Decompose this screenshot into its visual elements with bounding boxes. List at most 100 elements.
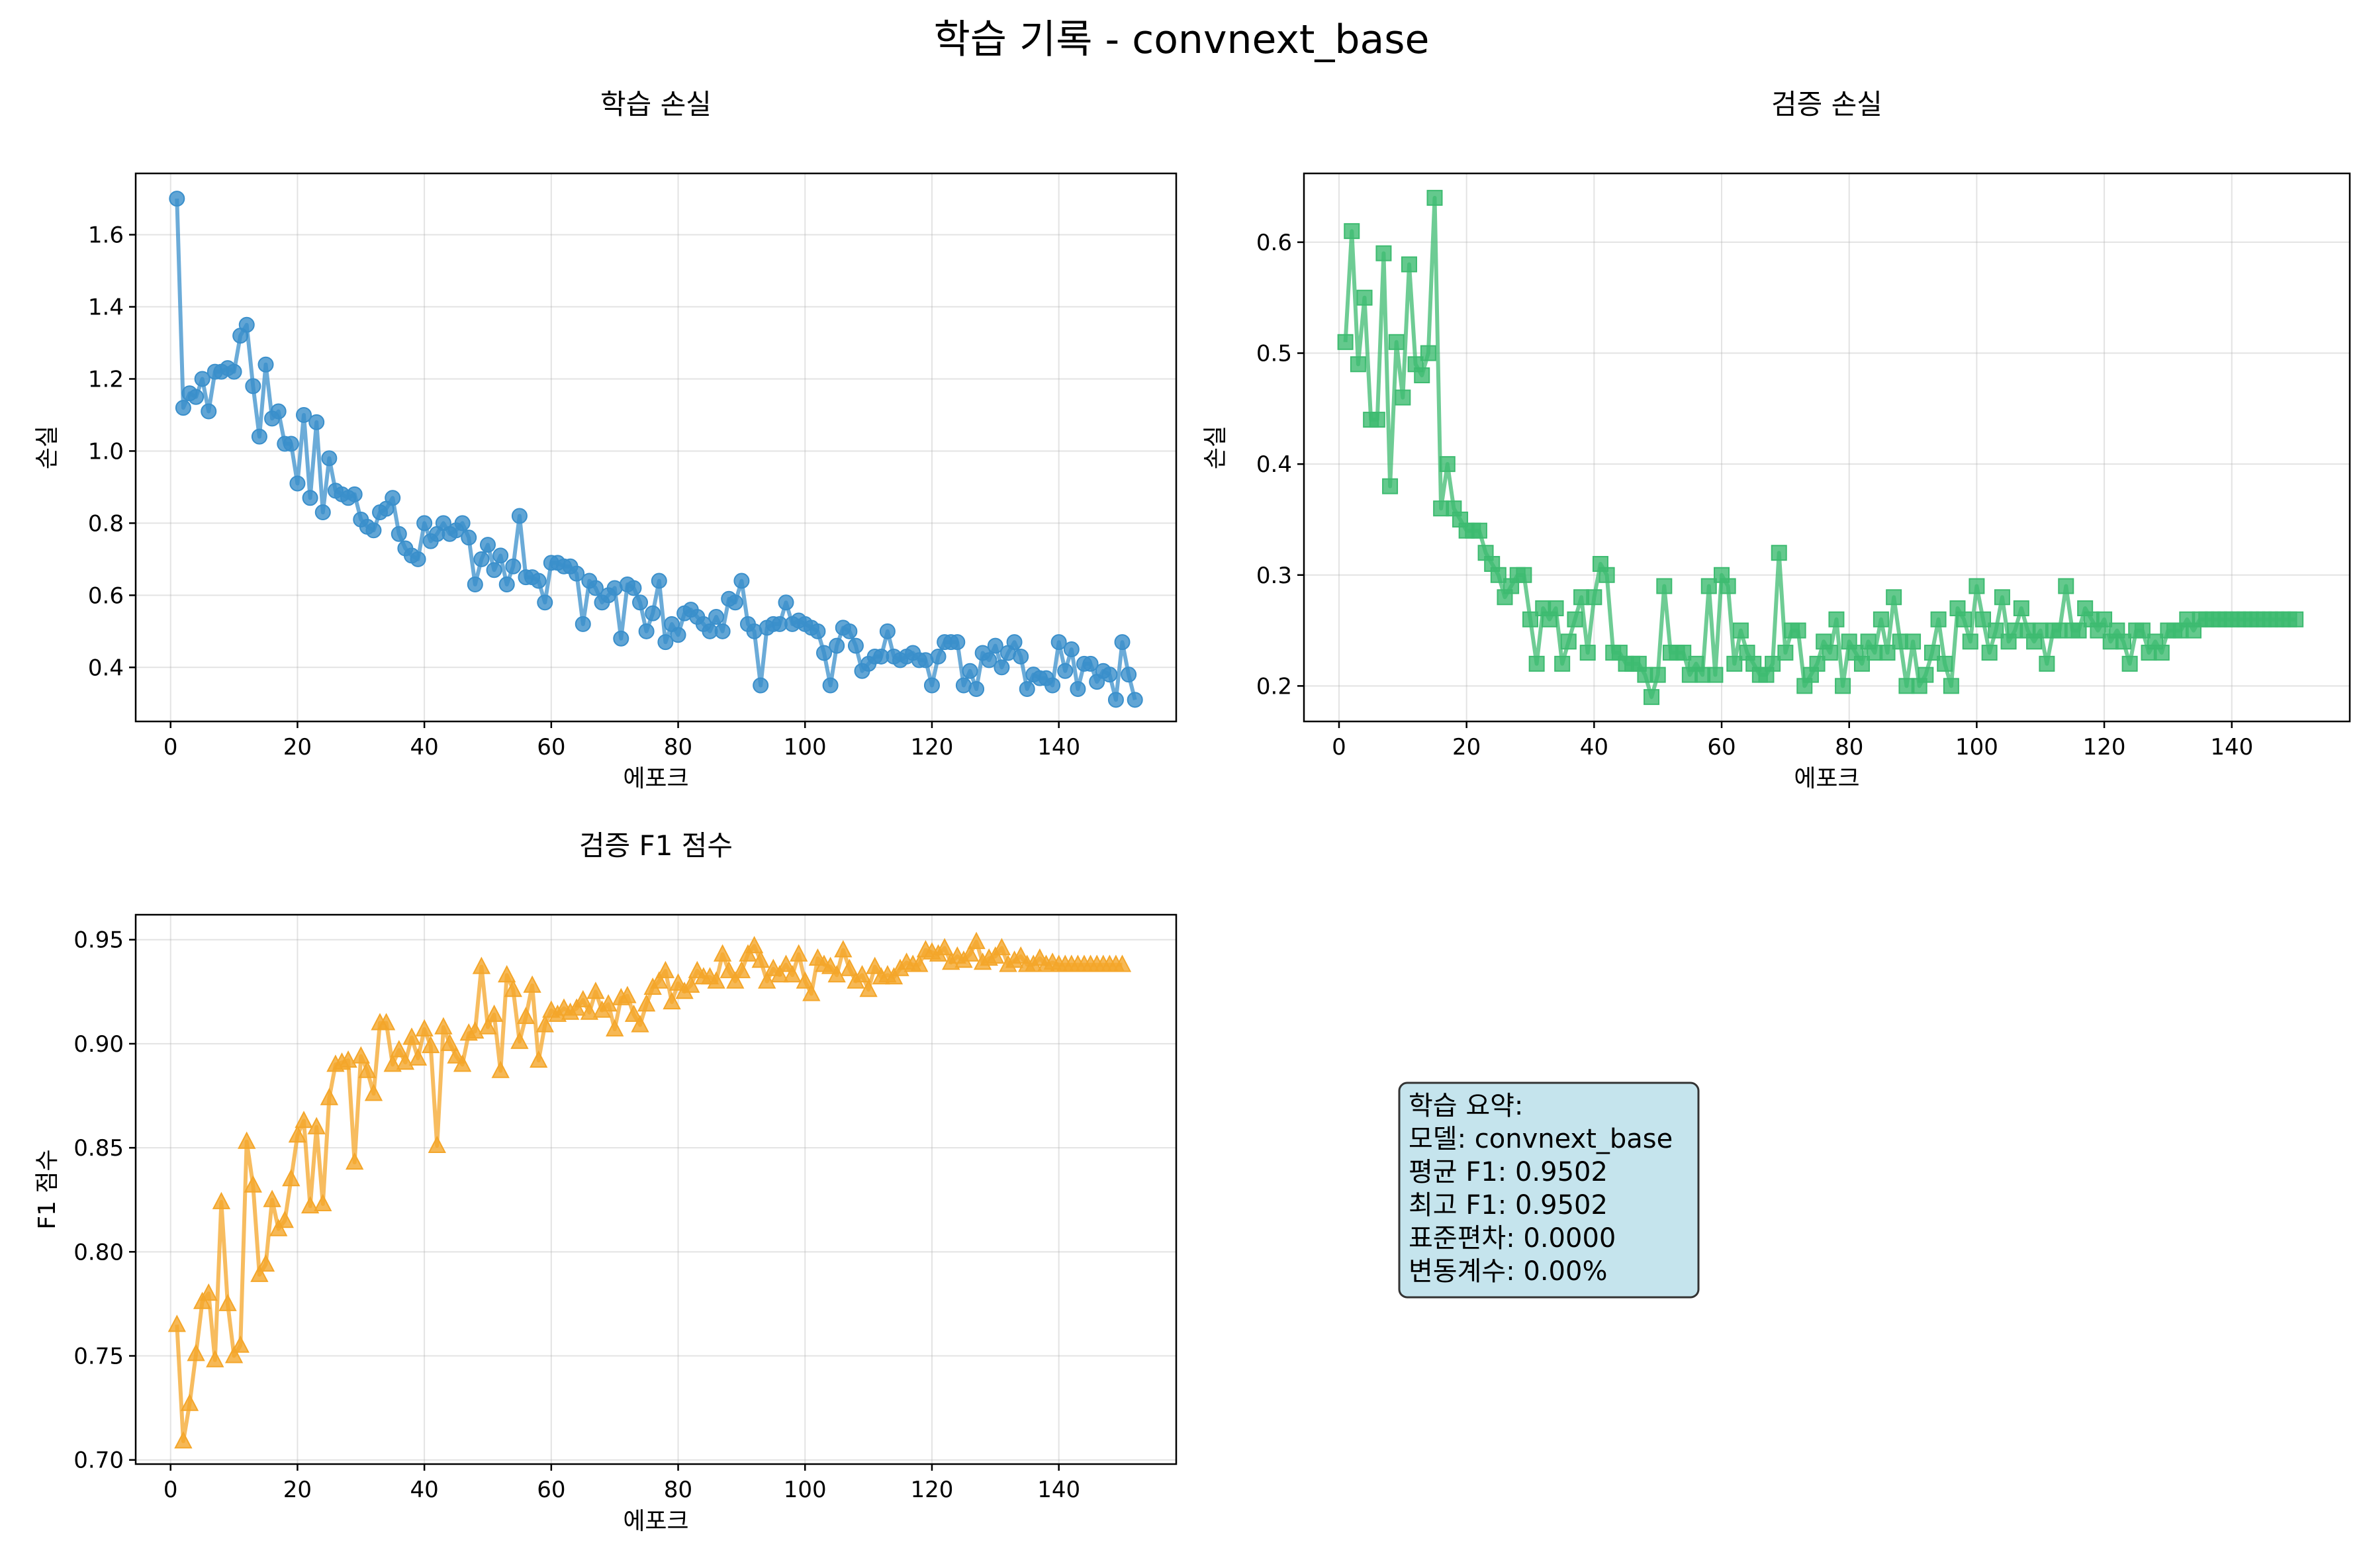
x-tick-label: 120	[911, 1477, 954, 1503]
data-point	[2115, 633, 2131, 650]
data-point	[992, 938, 1011, 956]
x-axis-label: 에포크	[623, 765, 688, 792]
data-point	[391, 526, 407, 542]
data-point	[1401, 256, 1417, 273]
data-point	[308, 414, 325, 430]
data-point	[1554, 655, 1571, 672]
summary-box: 학습 요약: 모델: convnext_base 평균 F1: 0.9502 최…	[1398, 1082, 1700, 1299]
data-point	[1114, 634, 1131, 651]
data-point	[827, 965, 846, 983]
data-point	[567, 998, 586, 1016]
data-point	[632, 594, 649, 611]
data-point	[1395, 389, 1411, 406]
data-point	[707, 971, 725, 989]
data-point	[1375, 245, 1392, 261]
x-tick-label: 80	[664, 1477, 692, 1503]
data-point	[434, 1017, 453, 1035]
data-point	[467, 576, 483, 592]
data-point	[923, 677, 940, 694]
data-point	[1777, 645, 1794, 661]
plot-frame	[134, 913, 1178, 1465]
data-point	[745, 936, 764, 954]
data-point	[776, 954, 796, 972]
data-point	[226, 363, 242, 380]
data-point	[187, 1344, 205, 1361]
data-point	[416, 515, 433, 531]
data-point	[510, 1031, 529, 1049]
data-point	[1127, 692, 1143, 708]
data-point	[238, 1131, 256, 1149]
x-tick-label: 60	[537, 734, 565, 761]
data-point	[1649, 667, 1666, 683]
data-point	[231, 1335, 250, 1353]
data-point	[626, 580, 642, 596]
data-point	[1644, 689, 1660, 706]
summary-line: 최고 F1: 0.9502	[1409, 1190, 1608, 1221]
data-point	[1050, 634, 1067, 651]
data-point	[1943, 678, 1959, 694]
data-point	[637, 994, 656, 1012]
x-tick-label: 140	[1037, 1477, 1080, 1503]
data-point	[2058, 578, 2074, 594]
data-point	[1828, 611, 1845, 627]
data-point	[1426, 189, 1443, 206]
data-point	[753, 677, 769, 694]
data-point	[2070, 622, 2087, 639]
data-point	[440, 1033, 459, 1051]
data-point	[201, 403, 217, 420]
data-point	[733, 573, 750, 589]
data-point	[428, 1135, 446, 1153]
data-point	[351, 1046, 370, 1064]
data-point	[1382, 478, 1399, 494]
data-point	[1337, 334, 1354, 350]
plot-frame	[134, 172, 1178, 723]
data-point	[1567, 611, 1583, 627]
data-point	[1070, 680, 1086, 697]
data-point	[1548, 600, 1564, 617]
data-point	[606, 1019, 624, 1037]
data-point	[346, 1152, 364, 1170]
data-point	[1006, 634, 1023, 651]
x-tick-label: 80	[1835, 734, 1863, 761]
data-point	[663, 992, 681, 1009]
data-point	[669, 973, 688, 991]
data-point	[821, 956, 840, 974]
data-point	[473, 551, 490, 567]
summary-line: 학습 요약:	[1409, 1091, 1523, 1121]
data-point	[840, 958, 859, 976]
y-tick-label: 0.90	[73, 1031, 124, 1058]
data-point	[778, 594, 794, 611]
data-point	[1988, 622, 2004, 639]
data-point	[2039, 655, 2055, 672]
x-tick-label: 100	[1955, 734, 1998, 761]
data-point	[302, 490, 318, 506]
x-tick-label: 20	[283, 1477, 312, 1503]
data-point	[479, 1017, 497, 1035]
data-point	[1522, 611, 1539, 627]
data-point	[1471, 522, 1487, 539]
data-point	[587, 580, 604, 596]
data-point	[935, 938, 954, 956]
data-point	[884, 967, 904, 985]
y-tick-label: 1.0	[88, 438, 124, 465]
data-point	[580, 1002, 599, 1020]
data-point	[167, 1314, 186, 1332]
panel-val-f1: 0 20 40 60 80 100 120 140 0.70 0.75 0.80 0.85 0.90 0.…	[34, 829, 1178, 1535]
y-tick-label: 0.6	[1256, 230, 1292, 256]
data-point	[802, 984, 821, 1001]
data-point	[250, 1264, 269, 1282]
data-point	[1969, 578, 1985, 594]
data-point	[682, 975, 700, 993]
data-point	[307, 1117, 326, 1134]
data-point	[256, 1254, 275, 1272]
plot-title: 학습 손실	[600, 88, 712, 120]
data-point	[408, 1048, 428, 1066]
data-point	[410, 551, 426, 567]
data-point	[530, 1050, 548, 1068]
data-point	[275, 1211, 294, 1228]
data-point	[523, 975, 541, 993]
data-point	[1975, 611, 1992, 627]
y-tick-label: 0.3	[1256, 563, 1292, 589]
data-point	[296, 406, 312, 423]
